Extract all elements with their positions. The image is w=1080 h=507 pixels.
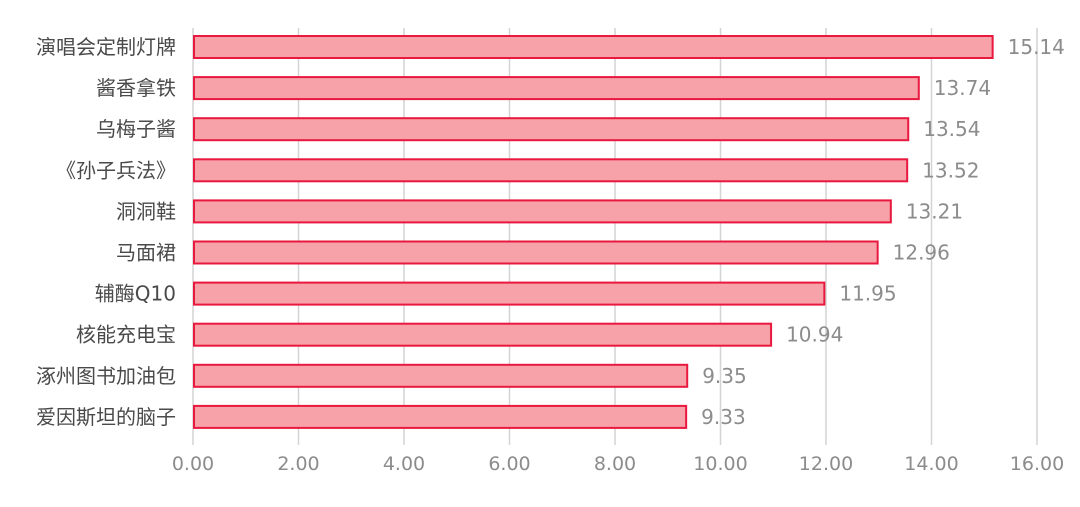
value-label: 9.35 <box>702 364 747 388</box>
value-label: 13.54 <box>923 117 980 141</box>
value-label: 12.96 <box>893 241 950 265</box>
value-label: 13.52 <box>922 158 979 182</box>
category-label: 核能充电宝 <box>76 323 176 347</box>
value-label: 9.33 <box>701 405 746 429</box>
category-label: 演唱会定制灯牌 <box>36 35 176 59</box>
bar <box>193 363 689 388</box>
bar <box>193 199 892 224</box>
x-tick-label: 4.00 <box>383 453 425 475</box>
x-tick-label: 16.00 <box>1010 453 1064 475</box>
x-tick-label: 6.00 <box>488 453 530 475</box>
value-label: 13.74 <box>934 76 991 100</box>
bar <box>193 322 773 347</box>
x-axis-ticks: 0.00 2.00 4.00 6.00 8.00 10.00 12.00 14.00 16.00 <box>172 453 1064 475</box>
bar <box>193 76 920 101</box>
category-label: 辅酶Q10 <box>95 282 176 306</box>
x-tick-label: 14.00 <box>904 453 958 475</box>
bar <box>193 281 826 306</box>
x-tick-label: 2.00 <box>277 453 319 475</box>
bar <box>193 404 688 429</box>
category-label: 洞洞鞋 <box>116 199 176 223</box>
value-label: 11.95 <box>839 282 896 306</box>
category-label: 乌梅子酱 <box>96 117 176 141</box>
bar <box>193 35 994 59</box>
x-tick-label: 10.00 <box>693 453 747 475</box>
value-labels: 15.14 13.74 13.54 13.52 13.21 12.96 11.95 10.94… <box>701 35 1065 429</box>
bar <box>193 240 879 265</box>
x-tick-label: 0.00 <box>172 453 214 475</box>
category-label: 酱香拿铁 <box>96 76 176 100</box>
bar <box>193 158 909 183</box>
value-label: 15.14 <box>1008 35 1065 59</box>
x-tick-label: 8.00 <box>594 453 636 475</box>
bar <box>193 117 910 142</box>
category-label: 《孙子兵法》 <box>56 158 176 182</box>
category-label: 爱因斯坦的脑子 <box>36 405 176 429</box>
value-label: 10.94 <box>786 323 843 347</box>
category-label: 马面裙 <box>116 241 176 265</box>
value-label: 13.21 <box>906 199 963 223</box>
x-tick-label: 12.00 <box>799 453 853 475</box>
category-label: 涿州图书加油包 <box>36 364 176 388</box>
bars <box>193 35 994 429</box>
